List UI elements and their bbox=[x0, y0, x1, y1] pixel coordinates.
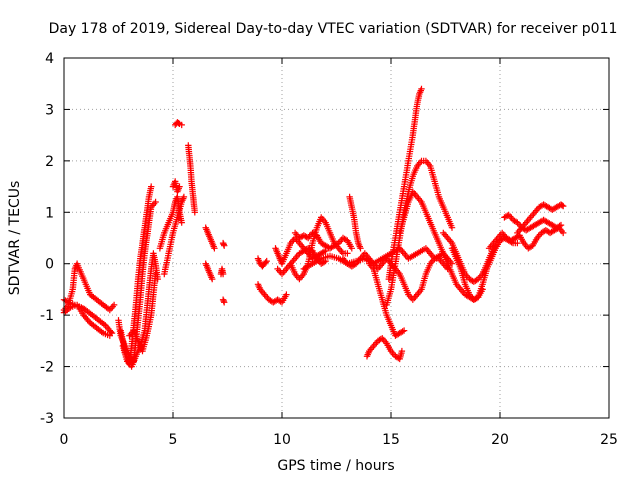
data-point bbox=[175, 119, 182, 127]
data-point bbox=[110, 301, 118, 309]
series-trace-14 bbox=[202, 260, 216, 283]
data-point bbox=[219, 270, 227, 278]
series-trace-28 bbox=[363, 335, 406, 363]
data-point bbox=[504, 212, 511, 219]
data-point bbox=[191, 209, 198, 216]
y-tick-label: -2 bbox=[40, 360, 54, 376]
series-trace-11 bbox=[172, 119, 185, 129]
series-trace-23 bbox=[291, 229, 355, 252]
y-tick-label: 2 bbox=[45, 154, 54, 170]
y-tick-label: 4 bbox=[45, 51, 54, 67]
x-tick-label: 5 bbox=[169, 432, 178, 448]
data-point bbox=[320, 248, 328, 255]
data-point bbox=[418, 85, 425, 93]
data-point bbox=[377, 335, 384, 343]
axis-ticks: 0 5 10 15 20 25 -3 -2 -1 0 1 2 3 4 bbox=[40, 51, 618, 448]
data-point bbox=[263, 257, 270, 265]
data-point bbox=[320, 258, 328, 266]
data-point bbox=[514, 239, 521, 247]
data-point bbox=[262, 259, 269, 266]
data-point bbox=[152, 198, 159, 206]
y-tick-label: -1 bbox=[40, 308, 54, 324]
data-point bbox=[211, 245, 218, 252]
series-trace-3 bbox=[60, 301, 113, 339]
data-point bbox=[400, 327, 408, 334]
series-trace-29 bbox=[385, 85, 425, 283]
x-tick-label: 15 bbox=[382, 432, 400, 448]
chart-title: Day 178 of 2019, Sidereal Day-to-day VTE… bbox=[49, 21, 618, 37]
data-point bbox=[398, 347, 406, 355]
data-point bbox=[106, 332, 113, 339]
data-point bbox=[209, 275, 216, 283]
series-trace-17 bbox=[219, 296, 228, 306]
data-point bbox=[221, 242, 228, 249]
series-trace-13 bbox=[202, 224, 218, 252]
data-point bbox=[560, 229, 567, 237]
x-tick-label: 0 bbox=[60, 432, 69, 448]
data-point bbox=[556, 222, 563, 230]
data-point bbox=[107, 328, 115, 336]
series-trace-7 bbox=[126, 270, 159, 355]
series-trace-12 bbox=[185, 142, 198, 216]
data-point bbox=[283, 291, 290, 298]
series-trace-1 bbox=[60, 260, 118, 314]
data-point bbox=[557, 221, 565, 229]
data-point bbox=[348, 245, 355, 252]
y-axis-label: SDTVAR / TECUs bbox=[7, 181, 23, 296]
data-point bbox=[221, 299, 228, 306]
data-point bbox=[63, 298, 71, 305]
data-point bbox=[399, 328, 406, 335]
y-tick-label: 1 bbox=[45, 205, 54, 221]
y-tick-label: 3 bbox=[45, 102, 54, 118]
series-trace-10 bbox=[169, 178, 183, 195]
data-points bbox=[60, 85, 567, 370]
x-tick-label: 20 bbox=[491, 432, 509, 448]
data-point bbox=[448, 224, 456, 231]
series-trace-15 bbox=[217, 265, 227, 278]
series-trace-26 bbox=[346, 193, 364, 252]
series-trace-33 bbox=[448, 234, 521, 303]
series-trace-18 bbox=[254, 255, 270, 270]
y-tick-label: 0 bbox=[45, 257, 54, 273]
series-trace-16 bbox=[219, 239, 228, 249]
data-point bbox=[178, 219, 185, 226]
series-trace-36 bbox=[514, 201, 567, 237]
x-tick-label: 25 bbox=[600, 432, 618, 448]
series-trace-2 bbox=[60, 296, 116, 337]
data-point bbox=[560, 202, 567, 210]
data-point bbox=[180, 193, 188, 201]
data-point bbox=[152, 270, 159, 278]
data-point bbox=[344, 250, 351, 257]
data-point bbox=[148, 183, 155, 190]
data-point bbox=[176, 183, 183, 190]
series-trace-19 bbox=[254, 281, 290, 306]
series-trace-27 bbox=[366, 260, 408, 339]
y-tick-label: -3 bbox=[40, 411, 54, 427]
data-point bbox=[178, 121, 185, 129]
series-trace-22 bbox=[287, 214, 351, 283]
grid-lines bbox=[64, 58, 609, 418]
data-point bbox=[558, 202, 566, 209]
data-point bbox=[303, 233, 310, 241]
x-axis-label: GPS time / hours bbox=[277, 458, 394, 474]
series-trace-9 bbox=[161, 193, 188, 278]
x-tick-label: 10 bbox=[273, 432, 291, 448]
series-trace-35 bbox=[501, 211, 565, 234]
plot-frame bbox=[63, 57, 610, 419]
data-point bbox=[357, 245, 364, 252]
